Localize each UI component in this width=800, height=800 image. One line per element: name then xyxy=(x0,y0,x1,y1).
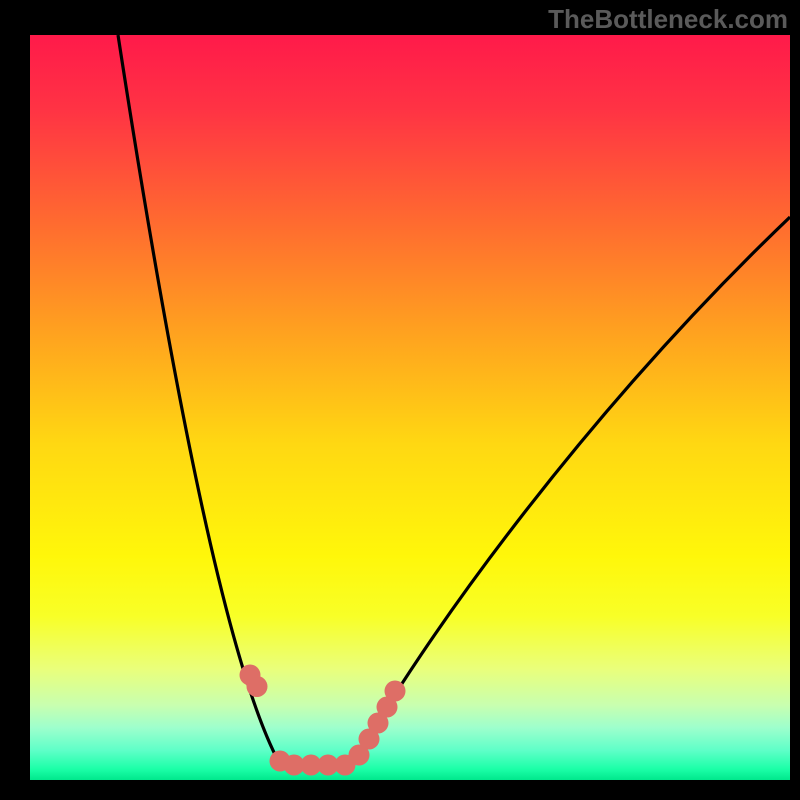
bottleneck-chart-svg xyxy=(30,35,790,780)
curve-marker xyxy=(247,676,268,697)
watermark-text: TheBottleneck.com xyxy=(548,4,788,35)
plot-area xyxy=(30,35,790,780)
curve-marker xyxy=(385,681,406,702)
chart-frame: TheBottleneck.com xyxy=(0,0,800,800)
